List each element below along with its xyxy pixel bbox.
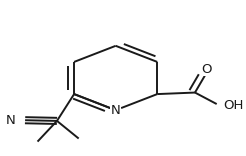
Text: N: N bbox=[111, 104, 121, 117]
Text: OH: OH bbox=[223, 99, 244, 112]
Text: N: N bbox=[6, 114, 16, 127]
Text: O: O bbox=[201, 63, 212, 76]
